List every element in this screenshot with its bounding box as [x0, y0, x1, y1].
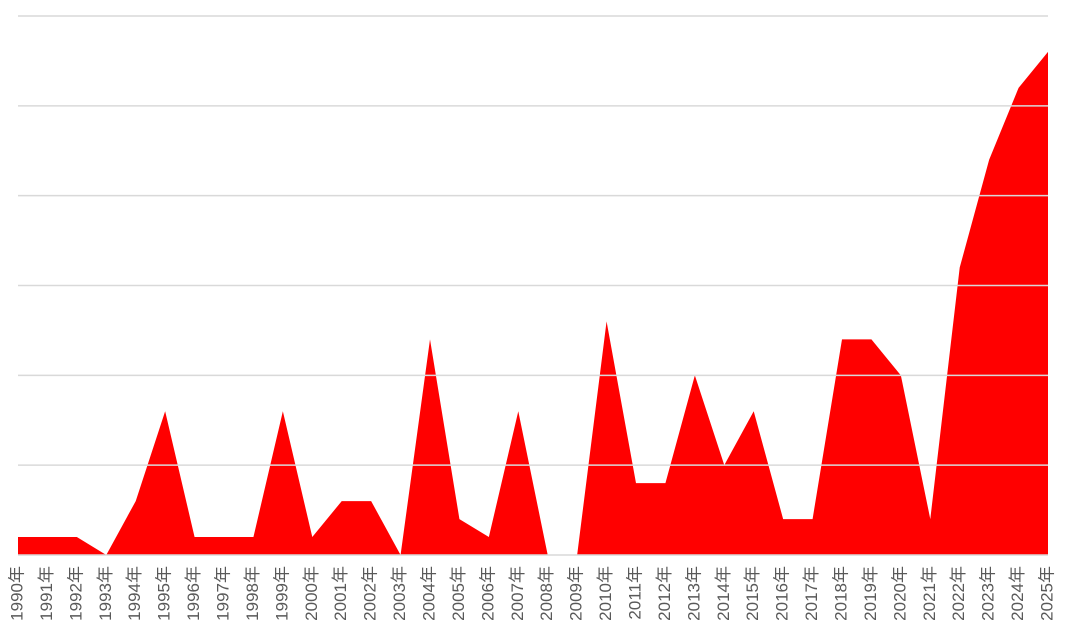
x-tick-label: 1995年	[155, 566, 174, 621]
x-tick-label: 2020年	[890, 566, 909, 621]
x-tick-label: 1998年	[243, 566, 262, 621]
x-tick-label: 2016年	[773, 566, 792, 621]
x-tick-label: 2010年	[596, 566, 615, 621]
x-tick-label: 2001年	[331, 566, 350, 621]
x-tick-label: 2017年	[802, 566, 821, 621]
x-tick-label: 2004年	[419, 566, 438, 621]
x-tick-label: 2012年	[655, 566, 674, 621]
x-tick-label: 2014年	[714, 566, 733, 621]
x-tick-label: 1994年	[125, 566, 144, 621]
x-tick-label: 2024年	[1008, 566, 1027, 621]
x-tick-label: 2015年	[743, 566, 762, 621]
x-tick-label: 2002年	[361, 566, 380, 621]
x-tick-label: 2018年	[831, 566, 850, 621]
x-tick-label: 2009年	[567, 566, 586, 621]
area	[18, 51, 1048, 555]
x-tick-label: 2005年	[449, 566, 468, 621]
x-tick-label: 1996年	[184, 566, 203, 621]
x-tick-label: 2013年	[684, 566, 703, 621]
x-tick-label: 2023年	[979, 566, 998, 621]
x-tick-label: 1993年	[96, 566, 115, 621]
x-tick-label: 2019年	[861, 566, 880, 621]
x-tick-label: 2022年	[949, 566, 968, 621]
x-tick-label: 2007年	[508, 566, 527, 621]
x-tick-label: 2021年	[920, 566, 939, 621]
x-tick-label: 2000年	[302, 566, 321, 621]
x-tick-label: 1991年	[37, 566, 56, 621]
x-tick-label: 1997年	[213, 566, 232, 621]
x-tick-label: 2003年	[390, 566, 409, 621]
x-tick-label: 2008年	[537, 566, 556, 621]
x-tick-label: 2025年	[1037, 566, 1056, 621]
x-tick-label: 1990年	[7, 566, 26, 621]
x-tick-label: 2006年	[478, 566, 497, 621]
x-tick-label: 2011年	[625, 566, 644, 620]
x-tick-label: 1999年	[272, 566, 291, 621]
x-tick-label: 1992年	[66, 566, 85, 621]
